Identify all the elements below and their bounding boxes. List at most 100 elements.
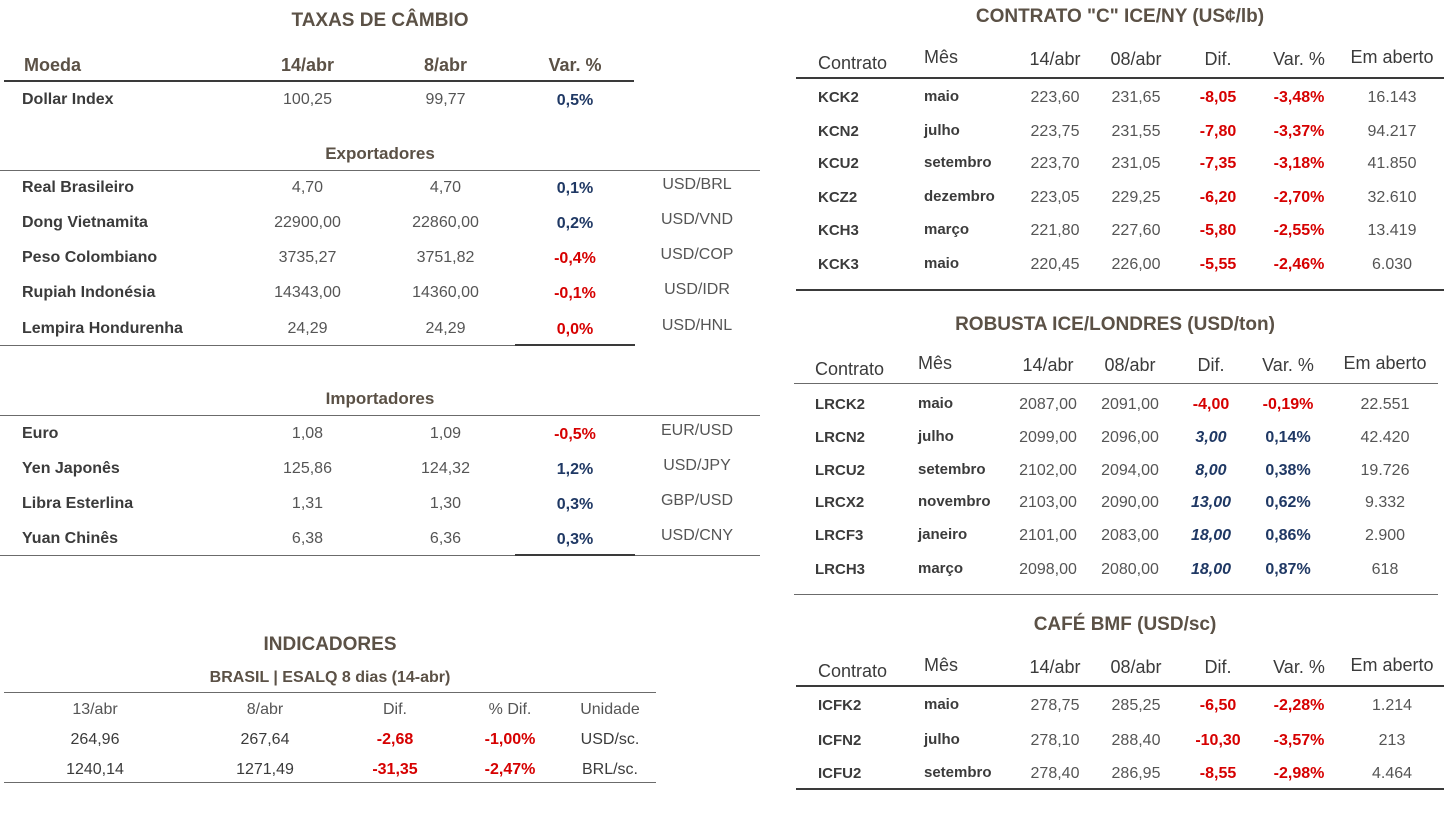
contract-dif: 8,00 [1195, 462, 1227, 479]
bmf-header-em-aberto: Em aberto [1350, 655, 1434, 675]
dollar-index-v2: 99,77 [425, 91, 466, 108]
currency-name: Rupiah Indonésia [22, 284, 156, 301]
contract-dif: -5,80 [1199, 222, 1237, 239]
currency-value-date2: 3751,82 [416, 249, 475, 266]
contract-dif: 13,00 [1190, 494, 1232, 511]
contract-dif: -4,00 [1192, 396, 1230, 413]
currency-name: Dong Vietnamita [22, 214, 148, 231]
contract-code: KCK2 [818, 89, 859, 106]
robusta-header-date2: 08/abr [1104, 355, 1156, 375]
contract-month: maio [924, 255, 960, 272]
contract-code: KCU2 [818, 155, 859, 172]
contract-open-interest: 94.217 [1367, 123, 1417, 140]
contract-open-interest: 6.030 [1371, 256, 1413, 273]
currency-name: Yen Japonês [22, 460, 120, 477]
currency-name: Peso Colombiano [22, 249, 158, 266]
contract-month: dezembro [924, 188, 995, 205]
contract-month: maio [924, 696, 960, 713]
contrato_c-header-date2: 08/abr [1110, 49, 1162, 69]
contract-value-date2: 286,95 [1111, 765, 1161, 782]
contract-dif: 3,00 [1195, 429, 1227, 446]
currency-pair: USD/CNY [660, 527, 733, 544]
contract-var: -2,46% [1273, 256, 1325, 273]
contract-value-date1: 2087,00 [1019, 396, 1077, 413]
contract-code: ICFK2 [818, 697, 862, 714]
contract-dif: -6,20 [1199, 189, 1237, 206]
contract-var: -0,19% [1262, 396, 1314, 413]
dollar-index-label: Dollar Index [22, 91, 114, 108]
robusta-header-dif: Dif. [1197, 355, 1225, 375]
contract-value-date2: 231,05 [1111, 155, 1161, 172]
contract-var: -2,28% [1273, 697, 1325, 714]
indicadores-header-dif: Dif. [383, 701, 407, 718]
contract-value-date2: 2094,00 [1101, 462, 1159, 479]
currency-pair: USD/VND [660, 211, 733, 228]
importadores-bottom-rule-end [635, 555, 760, 556]
contract-code: LRCN2 [815, 429, 866, 446]
indicador-dif: -31,35 [372, 761, 418, 778]
indicadores-bottom-rule [4, 782, 656, 783]
indicador-unidade: USD/sc. [580, 731, 640, 748]
taxas-header-rule [4, 80, 634, 82]
currency-var: 0,3% [556, 531, 594, 548]
currency-value-date2: 1,09 [429, 425, 462, 442]
contract-month: setembro [918, 461, 986, 478]
importadores-bottom-rule-right [515, 554, 635, 556]
contract-open-interest: 2.900 [1364, 527, 1406, 544]
contract-code: KCK3 [818, 256, 859, 273]
bmf-header-date2: 08/abr [1110, 657, 1162, 677]
currency-var: 0,0% [556, 321, 594, 338]
indicadores-header-rule [4, 692, 656, 693]
contract-open-interest: 13.419 [1367, 222, 1417, 239]
robusta-header-contrato: Contrato [815, 359, 885, 379]
contract-value-date1: 220,45 [1030, 256, 1080, 273]
bmf-title: CAFÉ BMF (USD/sc) [1033, 614, 1217, 635]
contract-var: -3,57% [1273, 732, 1325, 749]
contrato_c-bottom-rule [796, 289, 1444, 291]
contract-open-interest: 9.332 [1364, 494, 1406, 511]
indicador-unidade: BRL/sc. [581, 761, 638, 778]
contract-value-date1: 2098,00 [1019, 561, 1077, 578]
dollar-index-var: 0,5% [556, 92, 594, 109]
contract-value-date2: 231,55 [1111, 123, 1161, 140]
contrato_c-header-var: Var. % [1273, 49, 1325, 69]
bmf-header-mes: Mês [924, 655, 959, 675]
currency-pair: EUR/USD [660, 422, 733, 439]
indicador-value-date1: 264,96 [70, 731, 120, 748]
contract-month: janeiro [918, 526, 968, 543]
robusta-header-var: Var. % [1262, 355, 1314, 375]
contract-value-date1: 2102,00 [1019, 462, 1077, 479]
contrato_c-header-mes: Mês [924, 47, 959, 67]
currency-var: 0,2% [556, 215, 594, 232]
contract-code: KCH3 [818, 222, 859, 239]
taxas-header-var: Var. % [548, 55, 602, 75]
contract-dif: -10,30 [1195, 732, 1241, 749]
contract-value-date2: 2091,00 [1101, 396, 1159, 413]
contract-month: novembro [918, 493, 991, 510]
currency-var: 0,1% [556, 180, 594, 197]
indicador-value-date2: 267,64 [240, 731, 290, 748]
bmf-header-contrato: Contrato [818, 661, 888, 681]
currency-value-date2: 124,32 [421, 460, 470, 477]
currency-name: Yuan Chinês [22, 530, 119, 547]
importadores-bottom-rule-left [0, 555, 515, 556]
currency-value-date1: 3735,27 [278, 249, 337, 266]
contract-month: maio [918, 395, 954, 412]
contract-value-date1: 278,75 [1030, 697, 1080, 714]
contract-dif: -6,50 [1199, 697, 1237, 714]
contract-dif: -7,80 [1199, 123, 1237, 140]
contract-open-interest: 19.726 [1360, 462, 1410, 479]
indicadores-header-date2: 8/abr [246, 701, 284, 718]
indicador-value-date1: 1240,14 [66, 761, 124, 778]
contrato_c-header-contrato: Contrato [818, 53, 888, 73]
contract-value-date2: 2090,00 [1101, 494, 1159, 511]
bmf-header-dif: Dif. [1204, 657, 1232, 677]
contract-value-date2: 2083,00 [1101, 527, 1159, 544]
exportadores-heading: Exportadores [325, 144, 435, 163]
contract-var: 0,86% [1265, 527, 1311, 544]
contract-value-date1: 278,40 [1030, 765, 1080, 782]
contract-value-date1: 2101,00 [1019, 527, 1077, 544]
contract-dif: -7,35 [1199, 155, 1237, 172]
contract-value-date2: 285,25 [1111, 697, 1161, 714]
currency-pair: USD/IDR [664, 281, 730, 298]
